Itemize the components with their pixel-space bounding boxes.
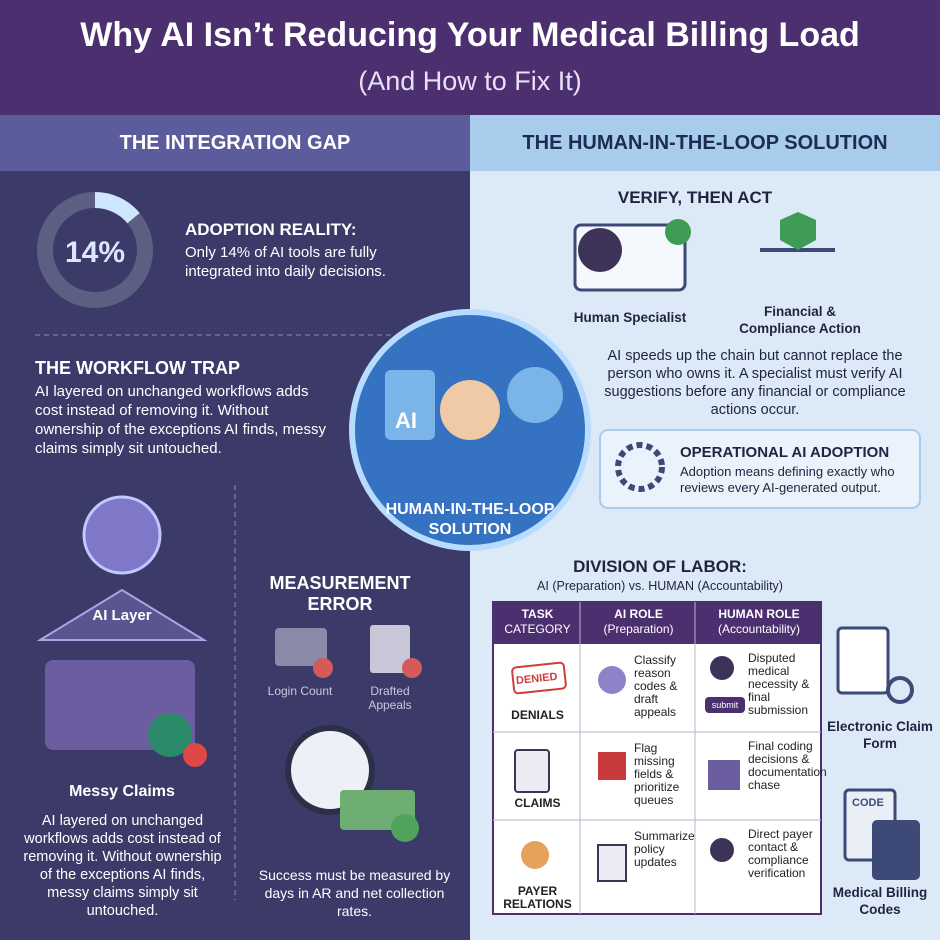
ai-layer-label: AI Layer: [92, 607, 152, 624]
operational-text: Adoption means defining exactly who revi…: [680, 464, 895, 495]
handshake-icon: [521, 841, 549, 869]
left-heading: THE INTEGRATION GAP: [119, 132, 351, 154]
role-label: Financial & Compliance Action: [739, 304, 861, 336]
title: Why AI Isn’t Reducing Your Medical Billi…: [80, 16, 860, 54]
gear-icon: [615, 442, 665, 492]
monitor-icon: [275, 628, 327, 666]
messy-text: AI layered on unchanged workflows adds c…: [23, 813, 222, 919]
adoption-title: ADOPTION REALITY:: [185, 220, 357, 239]
ai-role: Summarize policy updates: [634, 829, 695, 869]
right-heading-bar: [470, 115, 940, 171]
specialist-icon: [578, 228, 622, 272]
measurement-item: Drafted Appeals: [368, 684, 412, 712]
claim-form-icon: [836, 626, 890, 695]
verify-title: VERIFY, THEN ACT: [617, 188, 773, 207]
code-icon-label: CODE: [852, 797, 884, 809]
workflow-title: THE WORKFLOW TRAP: [35, 358, 240, 378]
subtitle: (And How to Fix It): [358, 66, 582, 96]
donut-value: [37, 192, 153, 308]
submit-button: [705, 697, 745, 713]
book-icon: [708, 760, 740, 790]
submit-label: submit: [711, 700, 739, 710]
table-header: CATEGORY: [504, 622, 571, 636]
task-category: DENIALS: [511, 708, 564, 722]
person-icon: [710, 656, 734, 680]
division-subtitle: AI (Preparation) vs. HUMAN (Accountabili…: [537, 579, 783, 593]
claim-form-label: Electronic Claim Form: [827, 719, 933, 751]
table-header: (Preparation): [603, 622, 674, 636]
center-badge: HUMAN-IN-THE-LOOP SOLUTION: [385, 501, 555, 538]
human-role: Direct payer contact & compliance verifi…: [748, 827, 813, 880]
check-icon: [391, 814, 419, 842]
table-header-bg: [493, 602, 821, 644]
division-title: DIVISION OF LABOR:: [573, 557, 747, 576]
table-header: HUMAN ROLE: [718, 607, 800, 621]
table-header: AI ROLE: [614, 607, 663, 621]
brain-icon: [598, 666, 626, 694]
x-icon: [402, 658, 422, 678]
flag-icon: [598, 752, 626, 780]
shield-icon: [780, 212, 816, 250]
billing-codes-label: Medical Billing Codes: [832, 885, 928, 917]
operational-title: OPERATIONAL AI ADOPTION: [680, 444, 890, 461]
brain-icon: [82, 495, 162, 575]
role-label: Human Specialist: [573, 310, 687, 325]
document-icon: [370, 625, 410, 673]
adoption-text: Only 14% of AI tools are fully integrate…: [185, 244, 386, 280]
ai-layer-shape: [36, 588, 208, 641]
person-icon: [710, 838, 734, 862]
ai-card: [385, 370, 435, 440]
scroll-icon: [597, 844, 627, 882]
adoption-percent: 14%: [64, 236, 126, 269]
claims-icon: [514, 749, 550, 793]
x-icon: [183, 743, 207, 767]
check-icon: [665, 219, 691, 245]
dollar-icon: [148, 713, 192, 757]
header: [0, 0, 940, 115]
measurement-title: MEASUREMENT ERROR: [269, 573, 411, 614]
stamp-frame: [511, 661, 567, 695]
x-icon: [313, 658, 333, 678]
ai-card-label: AI: [395, 408, 417, 433]
right-heading: THE HUMAN-IN-THE-LOOP SOLUTION: [522, 132, 888, 154]
human-role: Disputed medical necessity & final submi…: [748, 651, 810, 717]
brain-card: [507, 367, 563, 423]
table-header: (Accountability): [717, 622, 801, 636]
calculator-icon: [872, 820, 920, 880]
workflow-text: AI layered on unchanged workflows adds c…: [35, 383, 326, 457]
operational-card: [599, 429, 921, 509]
task-category: CLAIMS: [514, 796, 561, 810]
task-category: PAYER RELATIONS: [503, 884, 572, 911]
ai-role: Flag missing fields & prioritize queues: [634, 741, 680, 807]
messy-title: Messy Claims: [69, 783, 175, 800]
ai-role: Classify reason codes & draft appeals: [634, 653, 678, 719]
table-header: TASK: [521, 607, 554, 621]
measurement-item: Login Count: [267, 684, 333, 698]
person-icon: [440, 380, 500, 440]
human-role: Final coding decisions & documentation c…: [748, 739, 827, 792]
verify-text: AI speeds up the chain but cannot replac…: [604, 348, 906, 418]
measurement-text: Success must be measured by days in AR a…: [258, 867, 451, 919]
stethoscope-icon: [886, 676, 914, 704]
left-heading-bar: [0, 115, 470, 171]
